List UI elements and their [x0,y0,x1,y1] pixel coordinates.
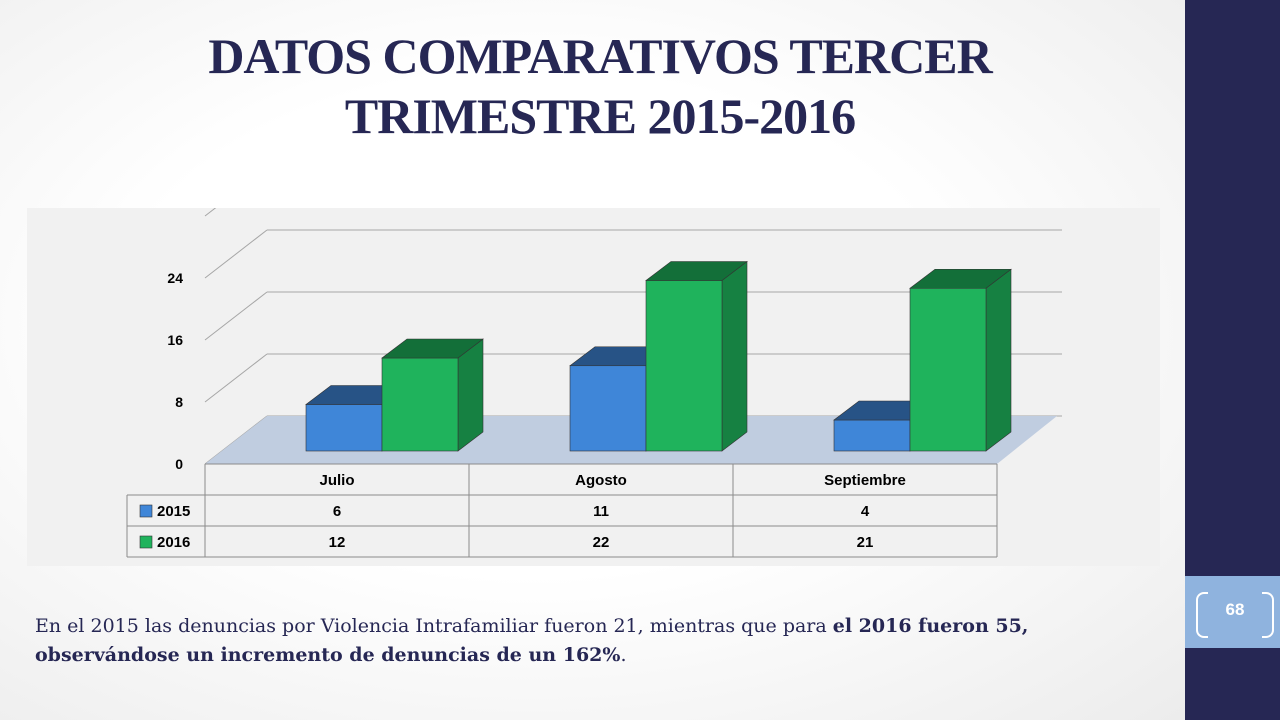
y-tick-label: 16 [167,332,183,348]
bar-top [645,261,748,281]
table-value: 22 [593,534,610,551]
legend-swatch-2015 [139,504,153,518]
bar-side [985,268,1012,452]
bar-front [909,287,987,452]
slide-title: DATOS COMPARATIVOS TERCER TRIMESTRE 2015… [208,28,992,144]
bar-front [381,357,459,452]
table-value: 11 [593,503,609,520]
bar-2016-Septiembre [909,268,1012,452]
page-number: 68 [1225,600,1245,619]
page-bracket-left [1196,592,1208,638]
bar-front [645,280,723,452]
x-category-label: Agosto [575,472,627,489]
bar-top [381,338,484,359]
y-tick-label: 0 [175,456,183,472]
bar-top [909,268,1012,289]
caption-emphasis: el 2016 fueron 55, observándose un incre… [35,615,1029,666]
page-bracket-right [1262,592,1274,638]
gridline-side [204,229,268,279]
bar-chart: 0 8 16 24 Julio Agosto Septiembre 2015 6 11 4 2016 1… [126,208,1062,558]
caption-part-1: En el 2015 las denuncias por Violencia I… [35,615,833,637]
gridline-side [204,353,268,403]
table-value: 6 [333,503,341,520]
legend-label-2016: 2016 [157,534,190,551]
bar-front [305,404,383,452]
gridline-side [204,291,268,341]
bar-2016-Agosto [645,260,748,452]
bar-front [569,365,647,452]
table-value: 4 [861,503,870,520]
legend-swatch-2016 [139,535,153,549]
x-category-label: Julio [319,472,354,489]
bar-front [833,419,911,452]
y-tick-label: 8 [175,394,183,410]
table-value: 12 [329,534,346,551]
gridline-side [204,208,217,217]
bar-2016-Julio [381,338,484,452]
bar-side [721,260,748,452]
y-tick-label: 24 [167,270,183,286]
x-category-label: Septiembre [824,472,906,489]
bar-side [457,338,484,452]
caption-text: En el 2015 las denuncias por Violencia I… [35,612,1165,670]
legend-label-2015: 2015 [157,503,190,520]
caption-part-3: . [620,644,627,666]
table-value: 21 [857,534,874,551]
